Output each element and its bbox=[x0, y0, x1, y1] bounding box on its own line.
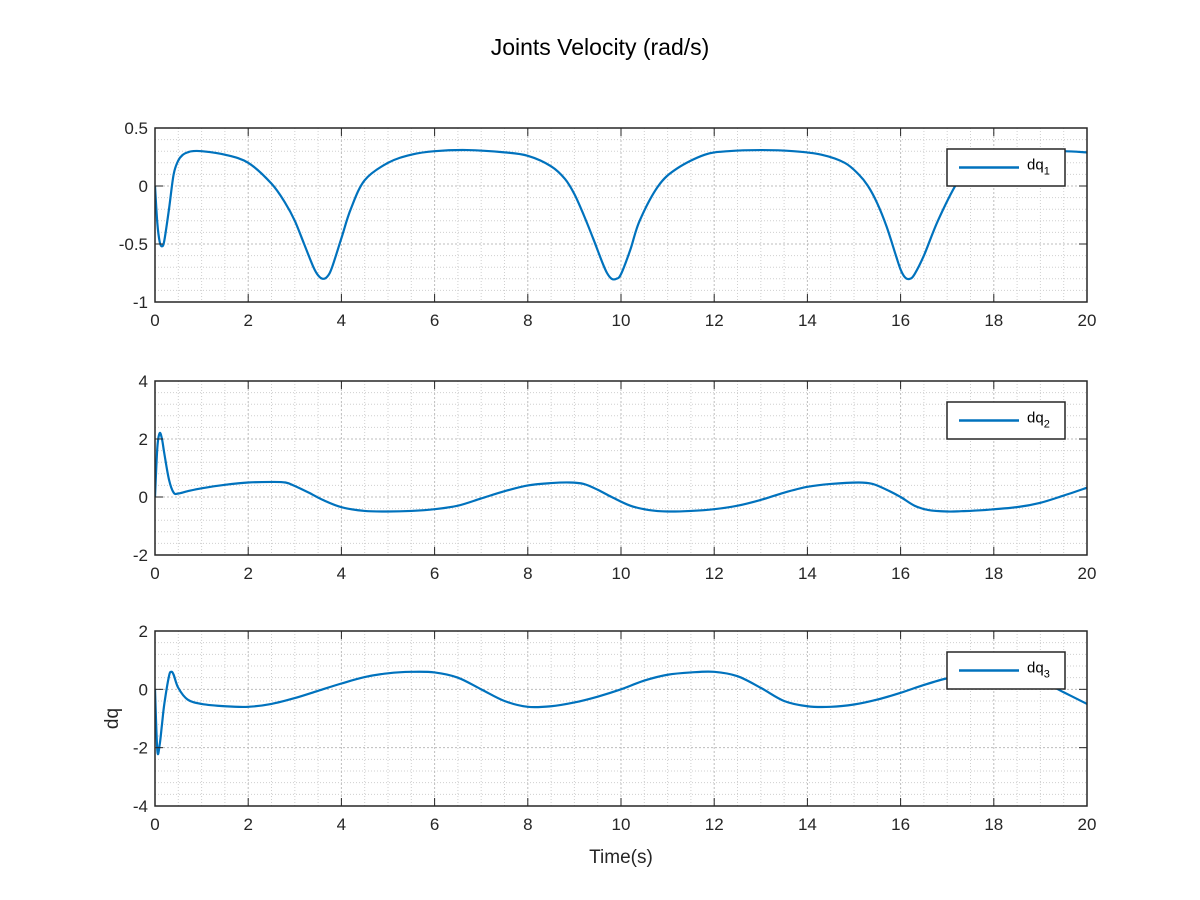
y-tick-label: -2 bbox=[133, 546, 148, 565]
y-tick-label: 2 bbox=[139, 430, 148, 449]
x-tick-label: 10 bbox=[612, 564, 631, 583]
x-tick-label: 6 bbox=[430, 564, 439, 583]
x-tick-label: 14 bbox=[798, 311, 817, 330]
x-tick-label: 16 bbox=[891, 564, 910, 583]
x-tick-label: 16 bbox=[891, 815, 910, 834]
axes-frame: 0 2 4 6 8 10 12 14 16 18 20 -4 -2 0 2 bbox=[133, 622, 1097, 834]
legend-label-base: dq bbox=[1027, 660, 1044, 677]
series-line-dq1 bbox=[155, 148, 1087, 281]
x-tick-label: 2 bbox=[243, 815, 252, 834]
y-tick-label: -2 bbox=[133, 739, 148, 758]
x-axis-label: Time(s) bbox=[589, 847, 653, 868]
x-tick-label: 4 bbox=[337, 815, 346, 834]
x-tick-label: 20 bbox=[1078, 311, 1097, 330]
x-tick-label: 6 bbox=[430, 311, 439, 330]
y-tick-label: -1 bbox=[133, 293, 148, 312]
x-tick-label: 8 bbox=[523, 311, 532, 330]
x-tick-label: 12 bbox=[705, 311, 724, 330]
x-tick-label: 8 bbox=[523, 815, 532, 834]
legend: dq3 bbox=[946, 651, 1066, 690]
y-tick-label: 2 bbox=[139, 622, 148, 641]
y-tick-label: 0.5 bbox=[124, 119, 148, 138]
series-line-dq2 bbox=[155, 431, 1087, 513]
legend-label: dq1 bbox=[1027, 157, 1050, 178]
legend-label-base: dq bbox=[1027, 410, 1044, 427]
y-tick-label: 0 bbox=[139, 680, 148, 699]
y-tick-label: 0 bbox=[139, 177, 148, 196]
y-tick-label: 0 bbox=[139, 488, 148, 507]
x-tick-label: 16 bbox=[891, 311, 910, 330]
x-tick-label: 20 bbox=[1078, 564, 1097, 583]
x-tick-label: 2 bbox=[243, 311, 252, 330]
x-tick-label: 0 bbox=[150, 815, 159, 834]
legend-label-subscript: 1 bbox=[1044, 166, 1050, 178]
legend: dq2 bbox=[946, 401, 1066, 440]
subplot-1: 0 2 4 6 8 10 12 14 16 18 20 -1 -0.5 0 0.5 dq1 bbox=[119, 119, 1097, 330]
minor-grid bbox=[155, 128, 1087, 302]
x-tick-label: 4 bbox=[337, 564, 346, 583]
x-tick-label: 18 bbox=[984, 311, 1003, 330]
legend-label-base: dq bbox=[1027, 157, 1044, 174]
legend-label: dq3 bbox=[1027, 660, 1050, 681]
legend-label: dq2 bbox=[1027, 410, 1050, 431]
y-tick-label: -0.5 bbox=[119, 235, 148, 254]
x-tick-label: 18 bbox=[984, 815, 1003, 834]
y-axis-label: dq bbox=[102, 708, 123, 729]
y-tick-label: 4 bbox=[139, 372, 148, 391]
x-tick-label: 18 bbox=[984, 564, 1003, 583]
x-tick-label: 12 bbox=[705, 815, 724, 834]
series-line-dq3 bbox=[155, 670, 1087, 756]
x-tick-label: 0 bbox=[150, 311, 159, 330]
legend-label-subscript: 2 bbox=[1044, 419, 1050, 431]
x-tick-label: 6 bbox=[430, 815, 439, 834]
x-tick-label: 10 bbox=[612, 815, 631, 834]
x-tick-label: 0 bbox=[150, 564, 159, 583]
x-tick-label: 20 bbox=[1078, 815, 1097, 834]
legend-label-subscript: 3 bbox=[1044, 669, 1050, 681]
y-tick-label: -4 bbox=[133, 797, 148, 816]
x-tick-label: 4 bbox=[337, 311, 346, 330]
legend: dq1 bbox=[946, 148, 1066, 187]
x-tick-label: 8 bbox=[523, 564, 532, 583]
x-tick-label: 12 bbox=[705, 564, 724, 583]
axes-frame: 0 2 4 6 8 10 12 14 16 18 20 -1 -0.5 0 0.5 bbox=[119, 119, 1097, 330]
x-tick-label: 10 bbox=[612, 311, 631, 330]
x-tick-label: 14 bbox=[798, 564, 817, 583]
x-tick-label: 14 bbox=[798, 815, 817, 834]
x-tick-label: 2 bbox=[243, 564, 252, 583]
figure-title: Joints Velocity (rad/s) bbox=[491, 34, 710, 60]
